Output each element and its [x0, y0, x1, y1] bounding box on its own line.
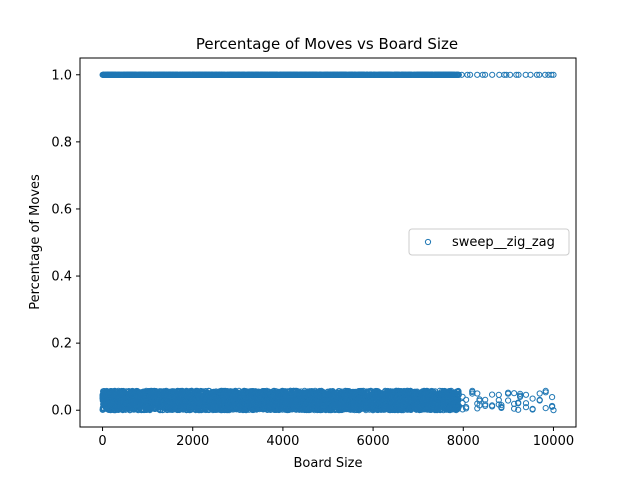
data-point [339, 71, 346, 78]
data-point [503, 71, 510, 78]
data-point [422, 71, 430, 78]
data-point [136, 71, 143, 78]
data-point [361, 71, 368, 78]
data-point [381, 71, 388, 78]
data-point [404, 71, 411, 78]
chart-title: Percentage of Moves vs Board Size [196, 35, 458, 53]
data-points [99, 71, 557, 414]
data-point [168, 71, 175, 78]
data-point [548, 71, 555, 78]
data-point [111, 71, 119, 78]
data-point [219, 71, 227, 78]
data-point [351, 71, 359, 78]
data-point [130, 71, 137, 78]
data-point [408, 71, 415, 78]
data-point [279, 71, 286, 78]
data-point [550, 71, 557, 78]
data-point [398, 71, 405, 78]
data-point [287, 71, 294, 78]
data-point [479, 71, 486, 78]
data-point [455, 71, 462, 78]
data-point [402, 71, 409, 78]
data-point [149, 71, 156, 78]
data-point [482, 71, 489, 78]
data-point [114, 71, 121, 78]
data-point [302, 71, 309, 78]
data-point [464, 71, 471, 78]
data-point [513, 71, 520, 78]
data-point [363, 71, 370, 78]
data-point [170, 71, 177, 78]
data-point [192, 71, 199, 78]
data-point [147, 71, 154, 78]
data-point [212, 71, 219, 78]
data-point [185, 71, 193, 78]
data-point [142, 71, 149, 78]
data-point [447, 71, 454, 78]
data-point [260, 71, 267, 78]
data-point [387, 71, 394, 78]
data-point [353, 71, 360, 78]
data-point [542, 71, 549, 78]
data-point [377, 71, 385, 78]
data-point [400, 71, 407, 78]
data-point [533, 71, 541, 78]
data-point [297, 71, 305, 78]
data-point [176, 71, 183, 78]
data-point [316, 71, 323, 78]
data-point [132, 71, 139, 78]
data-point [439, 71, 446, 78]
data-point [441, 71, 448, 78]
data-point [224, 71, 231, 78]
data-point [474, 71, 481, 78]
data-point [365, 71, 372, 78]
data-point [128, 71, 135, 78]
data-point [118, 71, 125, 78]
data-point [319, 71, 326, 78]
data-point [121, 71, 128, 78]
data-point [507, 71, 514, 78]
data-point [245, 71, 252, 78]
data-point [196, 71, 203, 78]
data-point [501, 71, 508, 78]
data-point [164, 71, 171, 78]
data-point [489, 71, 496, 78]
data-point [166, 71, 173, 78]
data-point [432, 71, 439, 78]
data-point [332, 71, 339, 78]
data-point [383, 71, 390, 78]
data-point [247, 71, 254, 78]
data-point [515, 71, 522, 78]
data-point [355, 71, 362, 78]
data-point [289, 71, 296, 78]
data-point [416, 71, 424, 78]
data-point [527, 71, 534, 78]
data-point [203, 71, 210, 78]
data-point [100, 71, 107, 78]
data-point [210, 71, 217, 78]
data-point [251, 71, 258, 78]
data-point [367, 71, 375, 78]
data-point [467, 71, 474, 78]
data-point [291, 71, 298, 78]
data-point [153, 71, 160, 78]
data-point [266, 71, 273, 78]
data-point [536, 71, 543, 78]
data-point [216, 71, 223, 78]
data-point [375, 71, 382, 78]
data-point [134, 71, 141, 78]
data-point [419, 71, 426, 78]
data-point [206, 71, 213, 78]
data-point [323, 71, 330, 78]
data-point [232, 71, 239, 78]
data-point [271, 71, 278, 78]
data-point [342, 71, 349, 78]
